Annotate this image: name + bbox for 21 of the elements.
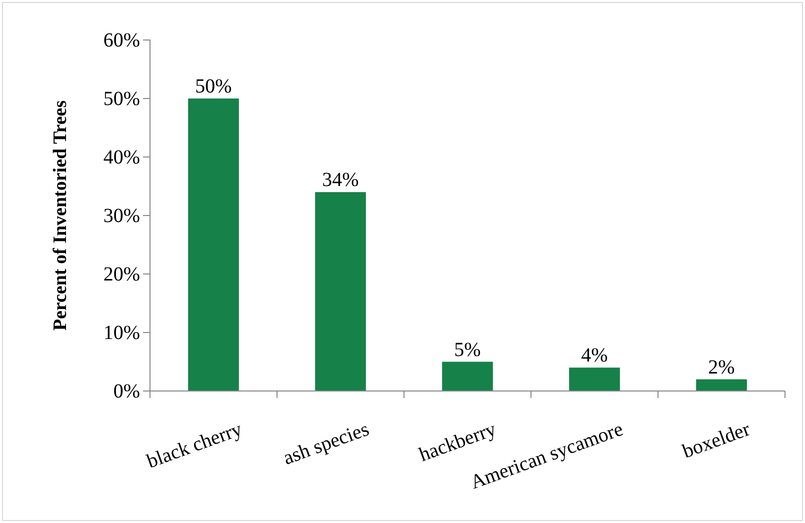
data-label: 5% [454,338,481,361]
y-tick-label: 0% [113,380,140,402]
x-tick-label: ash species [280,418,372,470]
bar [188,98,239,391]
y-tick-label: 40% [103,146,140,168]
bar [315,192,366,391]
bar [442,362,493,391]
y-axis-title: Percent of Inventoried Trees [50,100,71,331]
data-label: 2% [708,356,735,378]
x-tick-label: boxelder [680,418,754,463]
x-tick-label: black cherry [144,418,245,473]
bar [569,368,620,391]
data-label: 50% [195,76,232,98]
bar [696,379,747,391]
data-label: 4% [581,344,608,367]
data-label: 34% [322,169,359,192]
y-tick-label: 10% [103,322,140,344]
y-tick-label: 20% [103,263,140,286]
y-tick-label: 50% [103,88,140,110]
y-tick-label: 60% [103,29,140,52]
y-tick-label: 30% [103,204,140,227]
